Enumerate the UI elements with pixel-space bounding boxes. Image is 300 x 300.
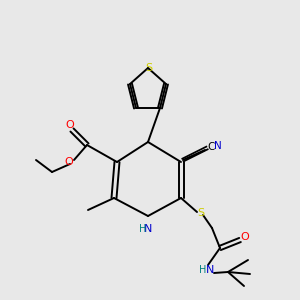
Text: O: O: [241, 232, 249, 242]
Text: C: C: [207, 142, 215, 152]
Text: S: S: [197, 208, 205, 218]
Text: N: N: [144, 224, 152, 234]
Text: N: N: [214, 141, 222, 151]
Text: O: O: [64, 157, 74, 167]
Text: N: N: [206, 265, 214, 275]
Text: O: O: [66, 120, 74, 130]
Text: H: H: [139, 224, 147, 234]
Text: S: S: [146, 63, 153, 73]
Text: H: H: [199, 265, 207, 275]
